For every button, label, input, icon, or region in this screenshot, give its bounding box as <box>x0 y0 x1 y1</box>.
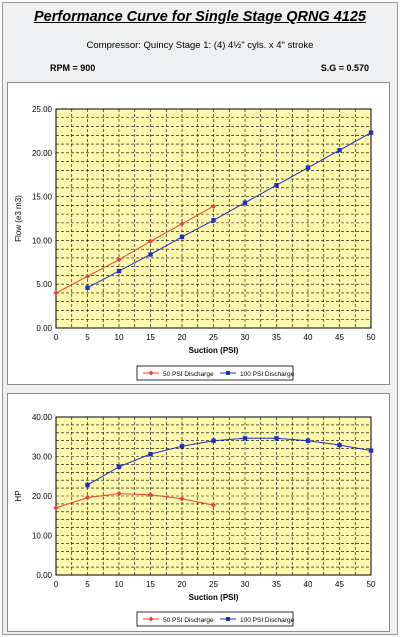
x-tick-label: 25 <box>209 333 218 342</box>
series-2-point <box>148 451 153 457</box>
y-tick-label: 20.00 <box>32 149 53 158</box>
series-2-point <box>179 444 185 449</box>
series-2-point <box>85 285 90 290</box>
series-1-point <box>210 203 217 209</box>
series-2-point <box>368 130 374 135</box>
y-tick-label: 40.00 <box>32 413 53 422</box>
hp-chart: 0.00 10.00 20.00 30.00 40.00 0 5 10 15 20 25 30 35 40… <box>14 413 376 627</box>
legend-swatch-marker <box>148 616 154 622</box>
x-tick-label: 30 <box>241 580 250 589</box>
legend-box <box>136 365 294 381</box>
y-tick-label: 10.00 <box>32 236 53 245</box>
y-tick-label: 5.00 <box>36 280 52 289</box>
x-tick-label: 25 <box>209 580 218 589</box>
y-tick-label: 15.00 <box>32 193 53 202</box>
legend-swatch-marker <box>148 370 154 376</box>
x-tick-label: 15 <box>146 333 155 342</box>
x-tick-label: 5 <box>85 333 90 342</box>
series-2-point <box>116 464 122 469</box>
compressor-subtitle: Compressor: Quincy Stage 1: (4) 4½" cyls… <box>86 40 314 51</box>
y-axis-label: Flow (e3 m3) <box>14 195 23 242</box>
x-tick-label: 30 <box>241 333 250 342</box>
x-tick-label: 50 <box>367 333 376 342</box>
series-2-point <box>85 482 90 488</box>
hp-chart-panel: 0.00 10.00 20.00 30.00 40.00 0 5 10 15 20 25 30 35 40… <box>7 393 390 632</box>
rpm-label: RPM = 900 <box>50 63 96 73</box>
x-tick-label: 5 <box>85 580 90 589</box>
series-2-point <box>368 448 374 453</box>
y-tick-label: 30.00 <box>32 453 53 462</box>
series-2-point <box>211 438 216 443</box>
x-tick-label: 45 <box>335 333 344 342</box>
flow-chart-panel: 0.00 5.00 10.00 15.00 20.00 25.00 0 5 10 15 20 25 30… <box>7 82 390 385</box>
series-2-point <box>148 252 153 257</box>
y-tick-label: 10.00 <box>32 532 53 541</box>
y-tick-label: 25.00 <box>32 105 53 114</box>
legend-label: 50 PSI Discharge <box>163 617 214 624</box>
series-line-1 <box>55 205 214 294</box>
x-tick-label: 10 <box>115 580 124 589</box>
series-1-point <box>179 221 185 227</box>
legend-box <box>136 611 294 627</box>
series-line-2 <box>87 132 372 289</box>
series-2-point <box>305 438 311 443</box>
series-2-point <box>242 436 248 441</box>
legend-label: 100 PSI Discharge <box>240 617 295 624</box>
legend-swatch-marker <box>226 371 230 375</box>
series-2-point <box>305 165 311 170</box>
series-line-2 <box>87 437 372 486</box>
x-tick-label: 20 <box>178 580 187 589</box>
x-axis-label: Suction (PSI) <box>189 346 239 355</box>
x-tick-label: 20 <box>178 333 187 342</box>
series-2-point <box>274 436 279 441</box>
series-2-point <box>211 218 216 223</box>
series-2-point <box>337 442 342 448</box>
x-tick-label: 0 <box>54 333 59 342</box>
series-2-point <box>242 200 248 205</box>
series-line-1 <box>55 493 214 509</box>
flow-chart: 0.00 5.00 10.00 15.00 20.00 25.00 0 5 10 15 20 25 30… <box>14 105 376 381</box>
specific-gravity-label: S.G = 0.570 <box>320 63 369 73</box>
y-tick-label: 0.00 <box>36 571 52 580</box>
x-tick-label: 10 <box>115 333 124 342</box>
x-tick-label: 0 <box>54 580 59 589</box>
x-tick-label: 50 <box>367 580 376 589</box>
legend-label: 100 PSI Discharge <box>240 371 295 378</box>
series-2-point <box>116 268 122 274</box>
x-tick-label: 40 <box>304 333 313 342</box>
page-title: Performance Curve for Single Stage QRNG … <box>34 9 366 25</box>
series-2-point <box>337 147 342 153</box>
series-1-point <box>147 238 154 244</box>
x-tick-label: 35 <box>272 333 281 342</box>
y-tick-label: 0.00 <box>36 324 52 333</box>
x-tick-label: 45 <box>335 580 344 589</box>
series-1-point <box>116 491 122 497</box>
x-axis-label: Suction (PSI) <box>189 593 239 602</box>
series-1-point <box>147 492 154 498</box>
legend-swatch-marker <box>226 617 230 621</box>
x-tick-label: 40 <box>304 580 313 589</box>
y-axis-label: HP <box>14 490 23 501</box>
legend-label: 50 PSI Discharge <box>163 371 214 378</box>
series-2-point <box>179 234 185 240</box>
series-1-point <box>116 257 122 263</box>
series-2-point <box>274 183 279 188</box>
x-tick-label: 35 <box>272 580 281 589</box>
y-tick-label: 20.00 <box>32 492 53 501</box>
x-tick-label: 15 <box>146 580 155 589</box>
